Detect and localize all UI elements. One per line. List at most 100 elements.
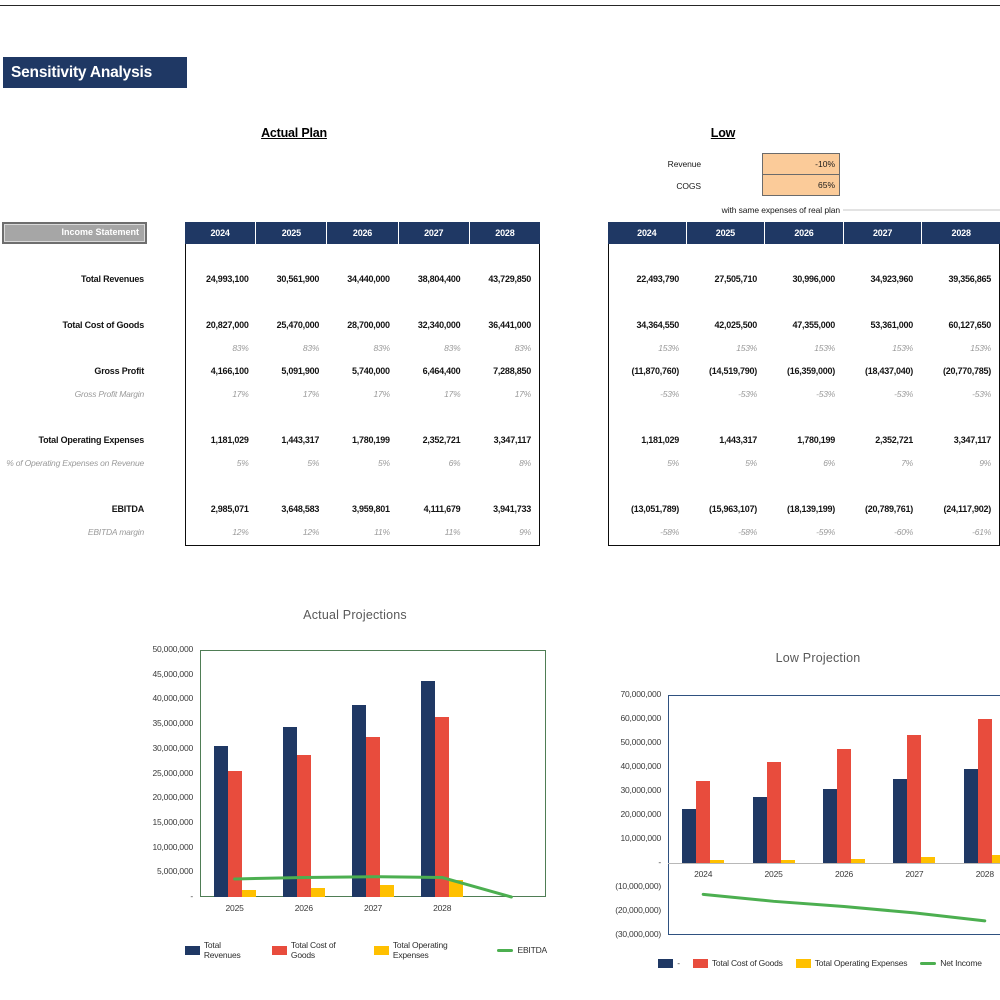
actual-cell: 4,166,100 bbox=[210, 366, 249, 376]
actual-cell: 17% bbox=[373, 389, 391, 399]
actual-cell: 38,804,400 bbox=[417, 274, 461, 284]
low-cell: (18,437,040) bbox=[864, 366, 913, 376]
actual-cell: 3,959,801 bbox=[351, 504, 390, 514]
legend-line-net-income bbox=[920, 961, 937, 965]
low-cell: (20,770,785) bbox=[942, 366, 991, 376]
low-cell: 34,364,550 bbox=[636, 320, 679, 330]
low-cell: 153% bbox=[970, 343, 991, 353]
actual-cell: 43,729,850 bbox=[488, 274, 531, 284]
legend-item: Total Cost of Goods bbox=[692, 958, 783, 968]
low-cell: (15,963,107) bbox=[708, 504, 757, 514]
legend-item: Net Income bbox=[920, 958, 982, 968]
low-chart-legend: - Total Cost of Goods Total Operating Expe… bbox=[640, 958, 1000, 968]
y-axis-tick-label: 25,000,000 bbox=[152, 767, 193, 778]
actual-cell: 20,827,000 bbox=[206, 320, 249, 330]
low-scenario-note: with same expenses of real plan bbox=[721, 205, 840, 215]
bar-total-operating-expenses bbox=[241, 889, 256, 897]
low-cell: (16,359,000) bbox=[786, 366, 835, 376]
y-axis-tick-label: 50,000,000 bbox=[620, 737, 661, 747]
actual-cell: 17% bbox=[232, 389, 249, 399]
y-axis-tick-label: 35,000,000 bbox=[152, 718, 193, 729]
low-heading: Low bbox=[710, 126, 736, 140]
low-chart-title: Low Projection bbox=[775, 651, 861, 665]
actual-cell: 36,441,000 bbox=[488, 320, 531, 330]
actual-cell: 2,985,071 bbox=[210, 504, 249, 514]
bar-- bbox=[963, 768, 978, 863]
bar-total-cost-of-goods bbox=[907, 734, 922, 863]
table-row: 83% 83% 83% 83% 83% bbox=[186, 337, 539, 360]
y-axis-tick-label: - bbox=[658, 857, 661, 867]
bar-total-cost-of-goods bbox=[366, 737, 380, 897]
bar-- bbox=[823, 788, 837, 863]
actual-cell: 17% bbox=[444, 389, 461, 399]
actual-cell: 6,464,400 bbox=[422, 366, 461, 376]
actual-cell: 11% bbox=[374, 527, 390, 537]
legend-label: Total Operating Expenses bbox=[392, 940, 448, 960]
low-cell: 60,127,650 bbox=[948, 320, 991, 330]
actual-cell: 12% bbox=[232, 527, 249, 537]
low-cell: 6% bbox=[823, 458, 835, 468]
x-axis-category-label: 2024 bbox=[694, 869, 713, 879]
legend-item: Total Operating Expenses bbox=[795, 958, 907, 968]
low-cell: 42,025,500 bbox=[714, 320, 757, 330]
low-cell: -53% bbox=[972, 389, 991, 399]
bar-total-operating-expenses bbox=[991, 854, 1000, 863]
actual-cell: 83% bbox=[514, 343, 532, 353]
low-cell: -61% bbox=[972, 527, 991, 537]
bar-total-operating-expenses bbox=[310, 888, 325, 897]
legend-item: Total Revenues bbox=[185, 940, 259, 960]
bar-total-revenues bbox=[352, 705, 366, 897]
table-row: 1,181,029 1,443,317 1,780,199 2,352,721 3,34… bbox=[186, 429, 539, 452]
bar-total-operating-expenses bbox=[380, 885, 394, 897]
table-row: 22,493,790 27,505,710 30,996,000 34,923,960… bbox=[609, 268, 999, 291]
year-header-cell: 2024 bbox=[608, 222, 687, 244]
actual-cell: 11% bbox=[444, 527, 461, 537]
actual-cell: 25,470,000 bbox=[276, 320, 320, 330]
low-cell: 27,505,710 bbox=[714, 274, 757, 284]
y-axis-tick-label: (20,000,000) bbox=[615, 905, 661, 915]
row-label: Total Cost of Goods bbox=[62, 320, 144, 330]
table-row: 5% 5% 6% 7% 9% bbox=[609, 452, 999, 475]
actual-table-year-header: 2024 2025 2026 2027 2028 bbox=[185, 222, 540, 244]
y-axis-tick-label: 5,000,000 bbox=[156, 866, 193, 877]
legend-label: Total Cost of Goods bbox=[711, 958, 783, 968]
low-cell: 153% bbox=[814, 343, 835, 353]
legend-label: EBITDA bbox=[517, 945, 547, 955]
low-cell: 1,181,029 bbox=[641, 435, 679, 445]
bar-- bbox=[752, 796, 767, 863]
row-label: Gross Profit bbox=[94, 366, 144, 376]
cogs-assumption-input[interactable]: 65% bbox=[762, 174, 840, 196]
actual-cell: 83% bbox=[302, 343, 320, 353]
table-row: 4,166,100 5,091,900 5,740,000 6,464,400 7,28… bbox=[186, 360, 539, 383]
actual-cell: 28,700,000 bbox=[347, 320, 390, 330]
actual-cell: 17% bbox=[302, 389, 320, 399]
actual-cell: 1,181,029 bbox=[210, 435, 249, 445]
actual-cell: 6% bbox=[448, 458, 461, 468]
revenue-assumption-input[interactable]: -10% bbox=[762, 153, 840, 175]
low-cell: (14,519,790) bbox=[708, 366, 757, 376]
low-cell: 22,493,790 bbox=[636, 274, 679, 284]
table-row: (13,051,789) (15,963,107) (18,139,199) (20,… bbox=[609, 498, 999, 521]
actual-cell: 9% bbox=[519, 527, 531, 537]
low-cell: (24,117,902) bbox=[943, 504, 991, 514]
low-table-year-header: 2024 2025 2026 2027 2028 bbox=[608, 222, 1000, 244]
low-cell: 9% bbox=[979, 458, 991, 468]
y-axis-tick-label: 50,000,000 bbox=[152, 644, 193, 654]
table-row: 1,181,029 1,443,317 1,780,199 2,352,721 3,34… bbox=[609, 429, 999, 452]
bar-- bbox=[893, 779, 908, 863]
legend-label: - bbox=[677, 958, 680, 968]
bar-total-operating-expenses bbox=[921, 857, 936, 863]
row-label: EBITDA bbox=[111, 504, 145, 514]
low-cell: -60% bbox=[894, 527, 913, 537]
table-row: 24,993,100 30,561,900 34,440,000 38,804,400… bbox=[186, 268, 539, 291]
y-axis-tick-label: 10,000,000 bbox=[152, 841, 193, 852]
actual-cell: 5% bbox=[236, 458, 249, 468]
actual-cell: 34,440,000 bbox=[347, 274, 390, 284]
actual-cell: 12% bbox=[302, 527, 320, 537]
y-axis-tick-label: 15,000,000 bbox=[152, 816, 193, 827]
table-row: 5% 5% 5% 6% 8% bbox=[186, 452, 539, 475]
actual-cell: 4,111,679 bbox=[423, 504, 461, 514]
bar-total-revenues bbox=[282, 726, 297, 897]
bar-total-cost-of-goods bbox=[977, 718, 992, 863]
